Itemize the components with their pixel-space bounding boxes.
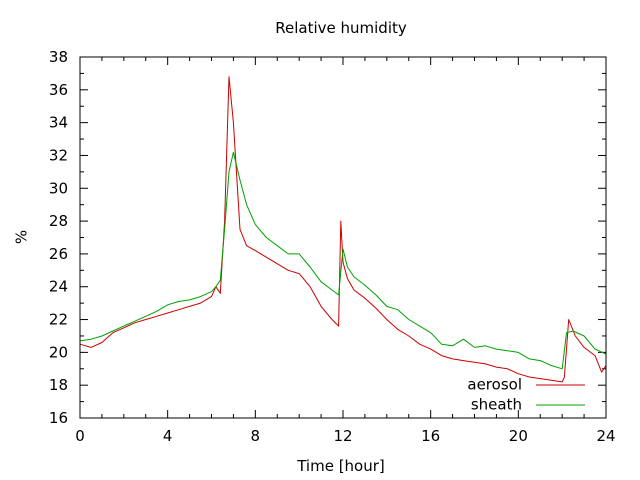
y-tick-label: 26 xyxy=(49,245,68,263)
x-axis-label: Time [hour] xyxy=(296,457,385,475)
chart-title: Relative humidity xyxy=(275,19,407,37)
plot-frame xyxy=(79,56,607,419)
series-line-sheath xyxy=(79,151,607,370)
y-tick-label: 30 xyxy=(49,179,68,197)
y-tick-label: 28 xyxy=(49,212,68,230)
x-tick-label: 8 xyxy=(251,427,261,445)
x-tick-label: 24 xyxy=(596,427,615,445)
y-tick-label: 32 xyxy=(49,146,68,164)
x-tick-label: 12 xyxy=(333,427,352,445)
y-tick-label: 16 xyxy=(49,409,68,427)
y-tick-label: 36 xyxy=(49,81,68,99)
x-tick-label: 0 xyxy=(75,427,85,445)
plot-area xyxy=(79,76,607,383)
legend: aerosol sheath xyxy=(467,376,585,414)
y-tick-label: 24 xyxy=(49,278,68,296)
legend-label-aerosol: aerosol xyxy=(467,376,522,394)
x-tick-label: 4 xyxy=(163,427,173,445)
series-line-aerosol xyxy=(79,76,607,383)
y-tick-label: 18 xyxy=(49,376,68,394)
axis-ticks: 0 4 8 12 16 20 24 16 18 20 22 24 26 28 30 32 34 36 38 xyxy=(49,48,616,445)
y-tick-label: 20 xyxy=(49,343,68,361)
y-tick-label: 38 xyxy=(49,48,68,66)
y-tick-label: 22 xyxy=(49,311,68,329)
legend-label-sheath: sheath xyxy=(471,396,522,414)
x-tick-label: 16 xyxy=(421,427,440,445)
y-tick-label: 34 xyxy=(49,114,68,132)
x-tick-label: 20 xyxy=(509,427,528,445)
y-axis-label: % xyxy=(13,230,31,244)
